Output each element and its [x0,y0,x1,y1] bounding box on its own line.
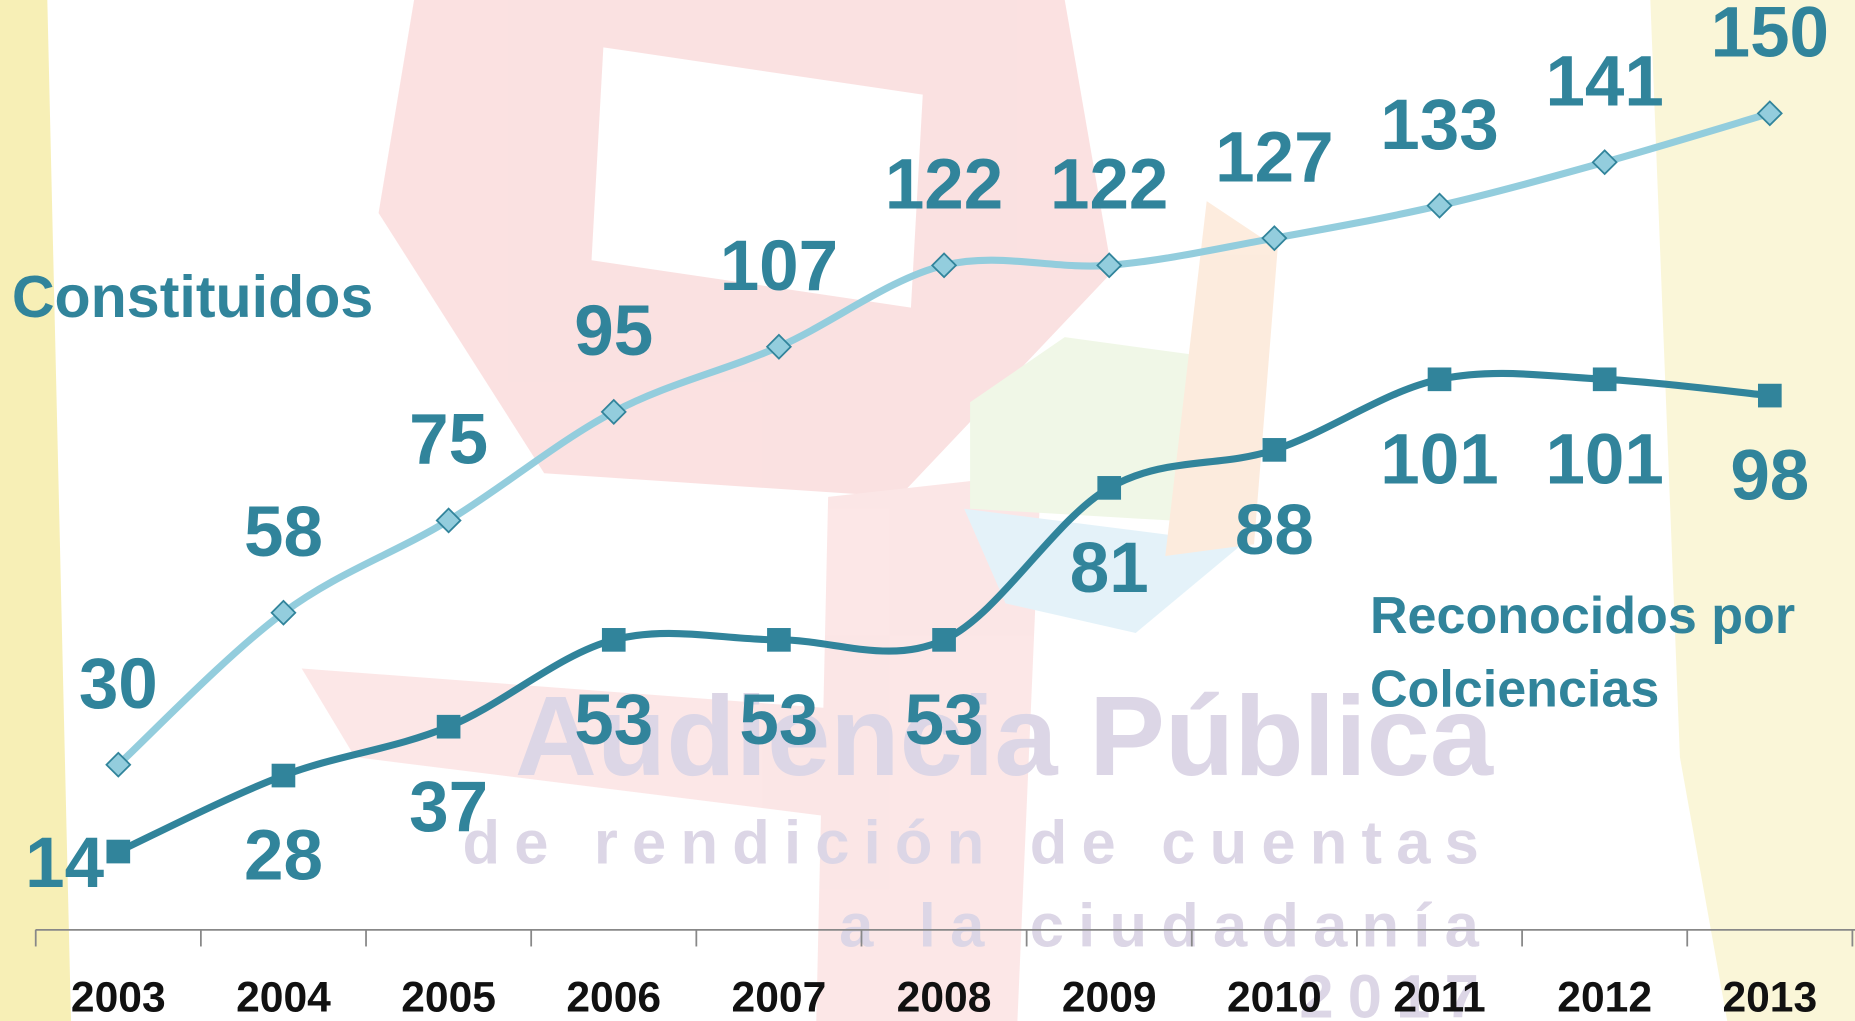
data-label: 53 [574,681,653,760]
series-label: Constituidos [12,260,438,426]
data-label: 141 [1545,42,1663,121]
data-label: 53 [905,681,984,760]
marker [1097,476,1121,500]
watermark-text: Audiencia Pública [515,673,1494,800]
data-label: 37 [409,768,488,847]
x-tick-label: 2003 [71,974,166,1021]
marker [1428,194,1452,218]
data-label: 101 [1380,420,1498,499]
marker [1758,384,1782,408]
data-label: 28 [244,817,323,896]
series-label: Reconocidos por Colciencias [1370,580,1843,746]
watermark-text: a la ciudadanía [839,891,1493,960]
data-label: 133 [1380,86,1498,165]
x-tick-label: 2005 [401,974,496,1021]
x-tick-label: 2013 [1722,974,1817,1021]
x-tick-label: 2010 [1227,974,1322,1021]
marker [1263,438,1287,462]
data-label: 30 [79,645,158,724]
marker [1428,367,1452,391]
data-label: 53 [739,681,818,760]
marker [1593,150,1617,174]
data-label: 127 [1215,118,1333,197]
data-label: 122 [1050,146,1168,225]
data-label: 14 [25,824,104,903]
data-label: 95 [574,292,653,371]
data-label: 81 [1070,529,1149,608]
marker [106,840,130,864]
x-tick-label: 2008 [897,974,992,1021]
data-label: 101 [1545,420,1663,499]
x-tick-label: 2009 [1062,974,1157,1021]
page: Audiencia Pública de rendición de cuentas… [0,0,1855,1021]
data-label: 122 [885,146,1003,225]
data-label: 107 [720,227,838,306]
marker [437,715,461,739]
data-label: 58 [244,493,323,572]
marker [932,628,956,652]
x-tick-label: 2012 [1557,974,1652,1021]
x-tick-label: 2004 [236,974,331,1021]
series-name: Reconocidos por Colciencias [1370,580,1843,727]
x-tick-label: 2007 [732,974,827,1021]
marker [767,628,791,652]
data-label: 150 [1711,0,1829,73]
series-name: Constituidos [12,260,438,333]
marker [272,764,296,788]
x-tick-label: 2011 [1393,974,1485,1021]
chart: Audiencia Pública de rendición de cuentas… [0,0,1855,1021]
marker [602,628,626,652]
watermark-text: de rendición de cuentas [462,809,1493,878]
x-tick-label: 2006 [566,974,661,1021]
marker [1593,367,1617,391]
data-label: 98 [1730,437,1809,516]
data-label: 88 [1235,491,1314,570]
